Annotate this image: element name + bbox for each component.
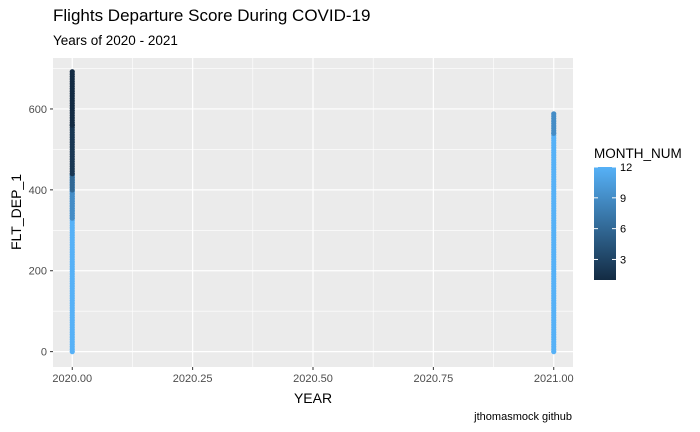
data-point bbox=[551, 111, 557, 117]
legend-title: MONTH_NUM bbox=[594, 146, 682, 161]
y-tick-label: 0 bbox=[41, 347, 47, 359]
x-tick-label: 2020.25 bbox=[173, 373, 213, 385]
legend-tick-label: 6 bbox=[620, 224, 626, 236]
legend-tick-label: 3 bbox=[620, 254, 626, 266]
x-tick-label: 2021.00 bbox=[534, 373, 574, 385]
y-tick-label: 400 bbox=[29, 185, 47, 197]
data-point bbox=[69, 69, 75, 75]
x-tick-label: 2020.50 bbox=[293, 373, 333, 385]
y-axis-title: FLT_DEP_1 bbox=[8, 174, 24, 250]
x-tick-label: 2020.75 bbox=[413, 373, 453, 385]
x-axis-title: YEAR bbox=[294, 390, 332, 406]
chart-subtitle: Years of 2020 - 2021 bbox=[53, 33, 178, 48]
legend-colorbar bbox=[594, 167, 616, 280]
chart-title: Flights Departure Score During COVID-19 bbox=[53, 6, 371, 25]
y-tick-label: 600 bbox=[29, 104, 47, 116]
x-tick-label: 2020.00 bbox=[52, 373, 92, 385]
y-tick-label: 200 bbox=[29, 266, 47, 278]
chart-caption: jthomasmock github bbox=[474, 411, 572, 423]
legend-tick-label: 12 bbox=[620, 162, 632, 174]
legend-tick-label: 9 bbox=[620, 193, 626, 205]
